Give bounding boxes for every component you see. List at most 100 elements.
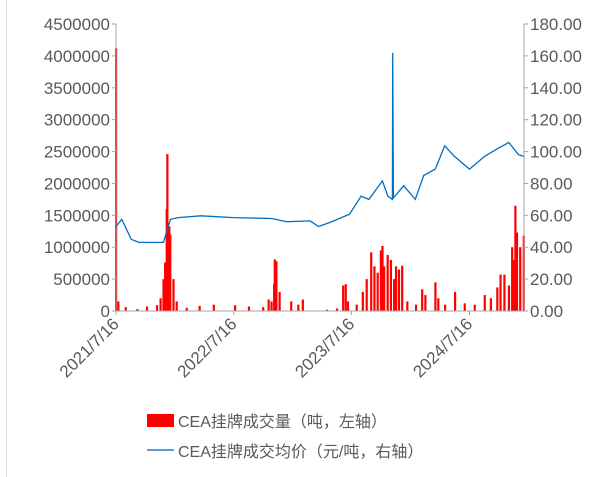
volume-bar bbox=[290, 301, 293, 311]
volume-bar bbox=[496, 287, 499, 311]
volume-bar bbox=[346, 301, 350, 311]
volume-bar bbox=[463, 303, 466, 311]
right-tick-label: 0.00 bbox=[530, 302, 563, 321]
volume-bar bbox=[124, 307, 127, 311]
volume-bar bbox=[503, 274, 506, 311]
volume-bar bbox=[355, 304, 358, 311]
volume-bar bbox=[247, 306, 251, 311]
volume-bar bbox=[159, 298, 162, 311]
volume-bars bbox=[115, 48, 525, 311]
volume-bar bbox=[185, 307, 188, 311]
volume-bar bbox=[136, 309, 139, 311]
volume-bar bbox=[383, 266, 386, 311]
volume-bar bbox=[443, 304, 447, 311]
volume-bar bbox=[169, 234, 172, 311]
volume-bar bbox=[267, 299, 270, 311]
volume-bar bbox=[365, 279, 368, 311]
volume-bar bbox=[335, 308, 339, 311]
volume-bar bbox=[376, 272, 379, 311]
left-tick-label: 3000000 bbox=[44, 111, 110, 130]
volume-bar bbox=[198, 305, 201, 311]
legend-swatch-bar bbox=[147, 413, 174, 427]
legend-label-price: CEA挂牌成交均价（元/吨，右轴） bbox=[178, 444, 424, 461]
volume-bar bbox=[175, 301, 178, 311]
volume-bar bbox=[519, 247, 522, 311]
axes bbox=[112, 23, 528, 315]
volume-bar bbox=[406, 301, 409, 311]
right-tick-label: 180.00 bbox=[530, 15, 582, 34]
tick-labels: 0 500000 1000000 1500000 2000000 2500000 30000… bbox=[44, 15, 582, 381]
volume-bar bbox=[212, 304, 215, 311]
volume-bar bbox=[437, 298, 440, 311]
volume-bar bbox=[162, 279, 165, 311]
right-tick-label: 60.00 bbox=[530, 206, 573, 225]
legend-item-volume: CEA挂牌成交量（吨，左轴） bbox=[147, 408, 387, 432]
volume-bar bbox=[511, 247, 514, 311]
x-tick-label: 2022/7/16 bbox=[174, 314, 241, 381]
volume-bar bbox=[473, 304, 476, 311]
volume-bar bbox=[325, 309, 329, 311]
volume-bar bbox=[515, 232, 519, 311]
volume-bar bbox=[483, 295, 486, 311]
x-tick-label: 2024/7/16 bbox=[409, 314, 476, 381]
volume-bar bbox=[373, 266, 376, 311]
volume-bar bbox=[166, 247, 170, 311]
volume-bar bbox=[386, 254, 389, 311]
volume-bar bbox=[414, 304, 418, 311]
left-tick-label: 1000000 bbox=[44, 238, 110, 257]
left-tick-label: 0 bbox=[101, 302, 110, 321]
legend-label-volume: CEA挂牌成交量（吨，左轴） bbox=[178, 414, 387, 431]
price-series-line bbox=[115, 52, 524, 244]
volume-bar bbox=[489, 298, 492, 311]
right-tick-label: 40.00 bbox=[530, 238, 573, 257]
volume-bar bbox=[342, 285, 345, 311]
left-tick-label: 2500000 bbox=[44, 143, 110, 162]
volume-bar bbox=[421, 289, 424, 311]
left-tick-label: 2000000 bbox=[44, 174, 110, 193]
volume-bar bbox=[370, 252, 373, 311]
volume-bar bbox=[297, 304, 300, 311]
volume-bar bbox=[344, 284, 347, 311]
volume-bar bbox=[394, 266, 398, 311]
volume-bar bbox=[453, 291, 457, 311]
x-tick-label: 2023/7/16 bbox=[291, 314, 358, 381]
volume-bar bbox=[381, 245, 384, 311]
right-tick-label: 140.00 bbox=[530, 79, 582, 98]
left-tick-label: 1500000 bbox=[44, 206, 110, 225]
volume-bar bbox=[424, 295, 427, 311]
right-tick-label: 20.00 bbox=[530, 270, 573, 289]
left-tick-label: 4000000 bbox=[44, 47, 110, 66]
right-tick-label: 120.00 bbox=[530, 111, 582, 130]
volume-bar bbox=[397, 269, 401, 311]
volume-bar bbox=[513, 259, 516, 311]
volume-bar bbox=[270, 301, 273, 311]
volume-bar bbox=[361, 291, 364, 311]
volume-bar bbox=[499, 274, 502, 311]
legend-swatch-line bbox=[147, 449, 174, 451]
volume-bar bbox=[172, 279, 175, 311]
volume-bar bbox=[434, 282, 437, 311]
volume-bar bbox=[278, 291, 281, 311]
volume-bar bbox=[166, 154, 169, 311]
volume-bar bbox=[301, 299, 304, 311]
volume-bar bbox=[234, 305, 237, 311]
volume-bar bbox=[389, 259, 392, 311]
volume-bar bbox=[155, 305, 159, 311]
volume-bar bbox=[117, 301, 120, 311]
frame-border bbox=[6, 0, 7, 477]
volume-bar bbox=[401, 265, 404, 311]
volume-bar bbox=[379, 250, 382, 311]
volume-bar bbox=[275, 261, 278, 311]
left-tick-label: 4500000 bbox=[44, 15, 110, 34]
volume-bar bbox=[514, 205, 517, 311]
volume-bar bbox=[262, 307, 265, 311]
x-tick-label: 2021/7/16 bbox=[56, 314, 123, 381]
volume-bar bbox=[393, 279, 396, 311]
volume-bar bbox=[273, 259, 276, 311]
volume-bar bbox=[507, 285, 511, 311]
price-line bbox=[115, 52, 524, 244]
legend-item-price: CEA挂牌成交均价（元/吨，右轴） bbox=[147, 438, 423, 462]
volume-bar bbox=[164, 262, 167, 311]
left-tick-label: 3500000 bbox=[44, 79, 110, 98]
